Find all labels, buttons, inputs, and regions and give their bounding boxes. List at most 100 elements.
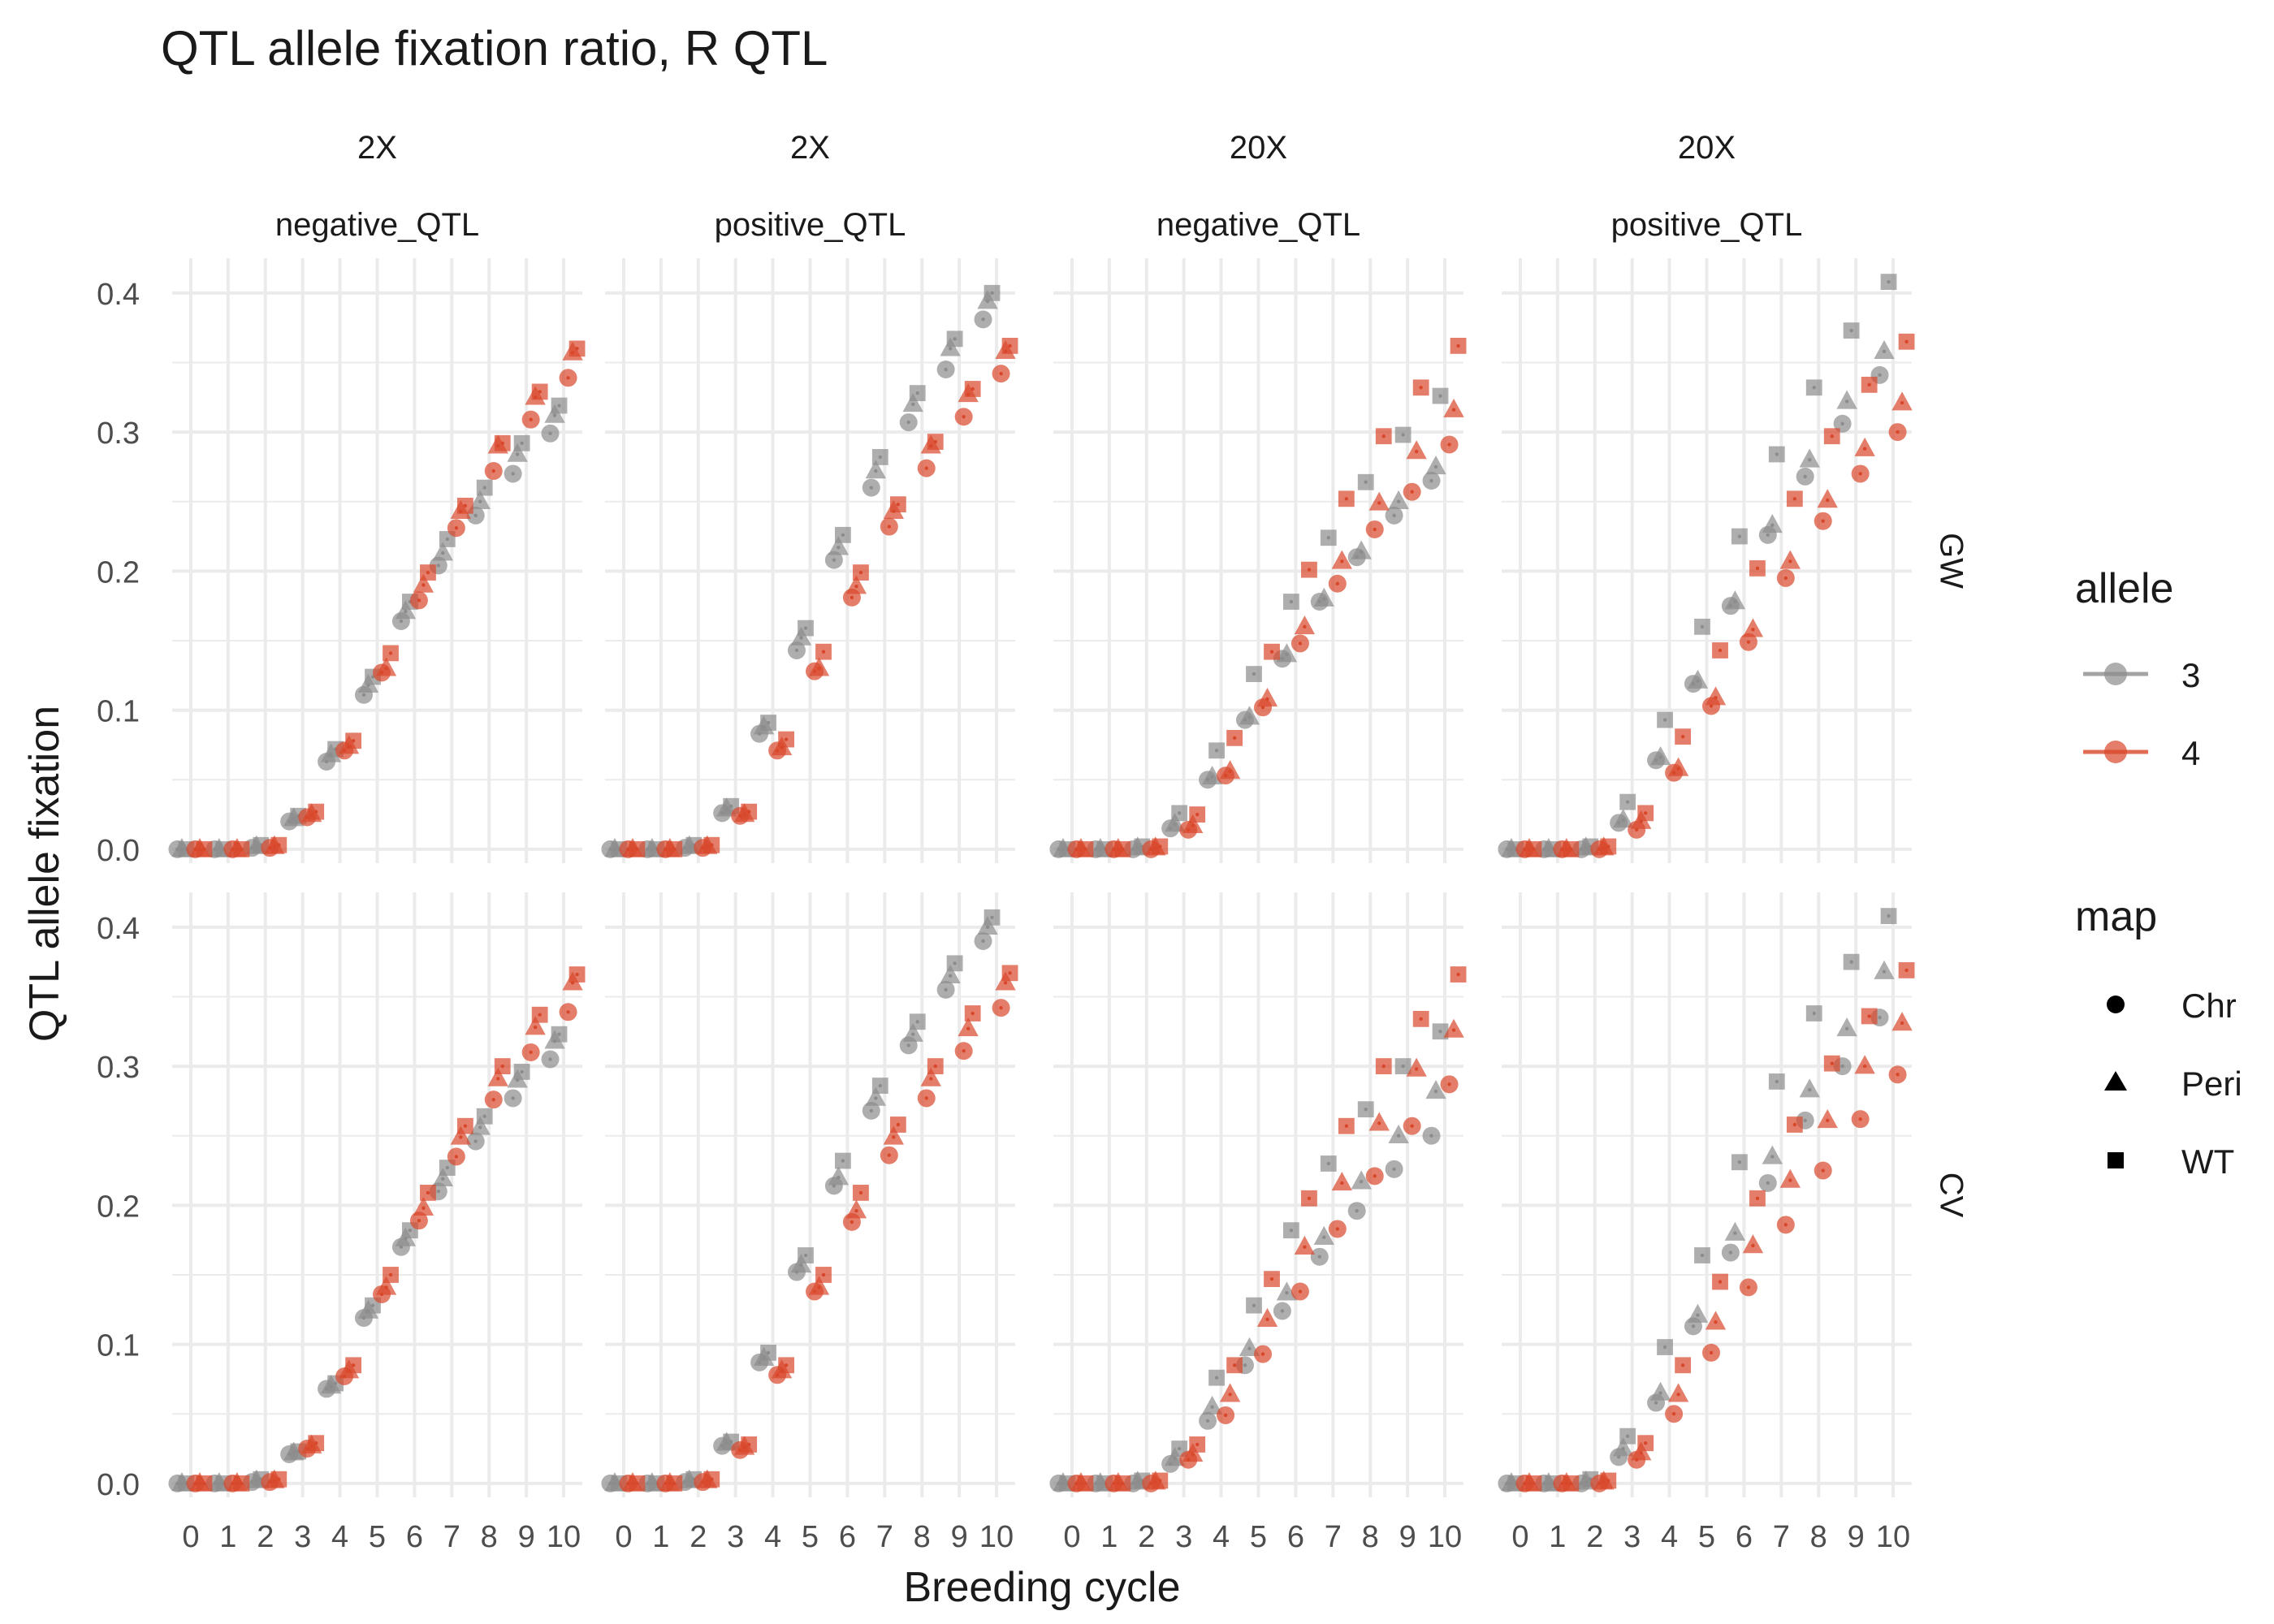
error-bar-dot (351, 739, 356, 743)
error-bar-dot (999, 371, 1003, 376)
x-tick-label: 8 (481, 1520, 498, 1554)
data-point-3-peri (1388, 1124, 1409, 1143)
error-bar-dot (1862, 447, 1867, 451)
x-tick-label: 4 (1213, 1520, 1230, 1554)
x-tick-label: 4 (764, 1520, 781, 1554)
error-bar-dot (953, 961, 957, 965)
data-point-3-peri (1313, 1225, 1334, 1245)
error-bar-dot (1737, 534, 1742, 538)
data-point-4-peri (1368, 491, 1390, 511)
error-bar-dot (911, 402, 915, 407)
error-bar-dot (915, 391, 919, 395)
x-tick-label: 8 (914, 1520, 931, 1554)
error-bar-dot (384, 1285, 388, 1289)
panel-grid (1053, 258, 1463, 863)
error-bar-dot (906, 420, 910, 425)
error-bar-dot (1676, 1393, 1680, 1397)
error-bar-dot (500, 441, 504, 445)
error-bar-dot (985, 925, 990, 930)
error-bar-dot (1285, 652, 1289, 657)
error-bar-dot (1269, 650, 1274, 654)
error-bar-dot (924, 1096, 928, 1100)
error-bar-dot (404, 609, 408, 614)
error-bar-dot (436, 1190, 440, 1194)
legend-shape-square (2108, 1152, 2124, 1168)
error-bar-dot (1746, 640, 1751, 644)
x-tick-label: 8 (1810, 1520, 1827, 1554)
error-bar-dot (1205, 1419, 1210, 1423)
data-point-4-peri (1742, 618, 1764, 637)
error-bar-dot (1008, 971, 1012, 975)
error-bar-dot (1447, 443, 1451, 447)
data-point-3-peri (1201, 765, 1223, 785)
error-bar-dot (1252, 672, 1256, 676)
error-bar-dot (1429, 478, 1433, 483)
error-bar-dot (1438, 1030, 1442, 1034)
error-bar-dot (929, 1077, 933, 1081)
error-bar-dot (948, 974, 953, 978)
error-bar-dot (1280, 1309, 1285, 1313)
data-point-4-peri (1779, 550, 1801, 569)
error-bar-dot (874, 1096, 878, 1100)
error-bar-dot (511, 1096, 515, 1100)
error-bar-dot (520, 441, 524, 445)
data-point-4-peri (450, 1125, 471, 1145)
error-bar-dot (1364, 1107, 1368, 1112)
x-tick-label: 9 (951, 1520, 968, 1554)
error-bar-dot (1788, 1178, 1792, 1182)
data-point-3-peri (1687, 1303, 1709, 1323)
error-bar-dot (1438, 394, 1442, 398)
error-bar-dot (1844, 400, 1849, 404)
x-tick-label: 9 (1848, 1520, 1865, 1554)
x-tick-label: 5 (802, 1520, 819, 1554)
data-point-3-peri (828, 1166, 850, 1186)
y-tick-label: 0.3 (97, 417, 140, 451)
error-bar-dot (1662, 718, 1667, 722)
error-bar-dot (557, 1032, 561, 1036)
error-bar-dot (422, 1206, 426, 1210)
error-bar-dot (1414, 1067, 1419, 1071)
error-bar-dot (1714, 1320, 1718, 1324)
x-tick-label: 3 (1623, 1520, 1641, 1554)
panel-points (1049, 337, 1467, 858)
y-tick-label: 0.3 (97, 1051, 140, 1085)
data-point-4-peri (1742, 1234, 1764, 1254)
error-bar-dot (1173, 822, 1177, 827)
error-bar-dot (672, 847, 677, 852)
error-bar-dot (1003, 981, 1008, 985)
error-bar-dot (1381, 434, 1386, 438)
x-tick-label: 10 (979, 1520, 1014, 1554)
error-bar-dot (1658, 755, 1662, 760)
error-bar-dot (1625, 1434, 1630, 1438)
error-bar-dot (1326, 536, 1331, 540)
x-tick-label: 10 (1428, 1520, 1462, 1554)
error-bar-dot (1775, 452, 1779, 456)
error-bar-dot (1433, 464, 1438, 469)
data-point-4-peri (1406, 440, 1427, 460)
error-bar-dot (1429, 1134, 1433, 1138)
data-point-3-peri (432, 542, 453, 561)
error-bar-dot (1569, 1481, 1573, 1486)
error-bar-dot (1360, 1180, 1364, 1184)
error-bar-dot (408, 1228, 413, 1233)
error-bar-dot (837, 546, 841, 550)
text-layer: QTL allele fixation ratio, R QTL 2X negati… (21, 21, 1969, 1611)
panel-points (168, 340, 586, 858)
facet-strip-top: 20X (1678, 130, 1736, 166)
error-bar-dot (892, 1135, 896, 1139)
data-point-3-peri (1388, 490, 1409, 509)
data-point-3-peri (1239, 706, 1260, 725)
error-bar-dot (1766, 533, 1770, 538)
error-bar-dot (710, 1477, 714, 1481)
error-bar-dot (1676, 767, 1680, 771)
error-bar-dot (1285, 1291, 1289, 1295)
error-bar-dot (1317, 1255, 1321, 1259)
error-bar-dot (1392, 1167, 1396, 1172)
error-bar-dot (538, 1013, 542, 1017)
error-bar-dot (511, 472, 515, 476)
x-tick-label: 3 (1175, 1520, 1192, 1554)
error-bar-dot (966, 1026, 971, 1031)
error-bar-dot (1303, 1245, 1307, 1249)
error-bar-dot (445, 1165, 450, 1170)
x-tick-label: 0 (1511, 1520, 1528, 1554)
